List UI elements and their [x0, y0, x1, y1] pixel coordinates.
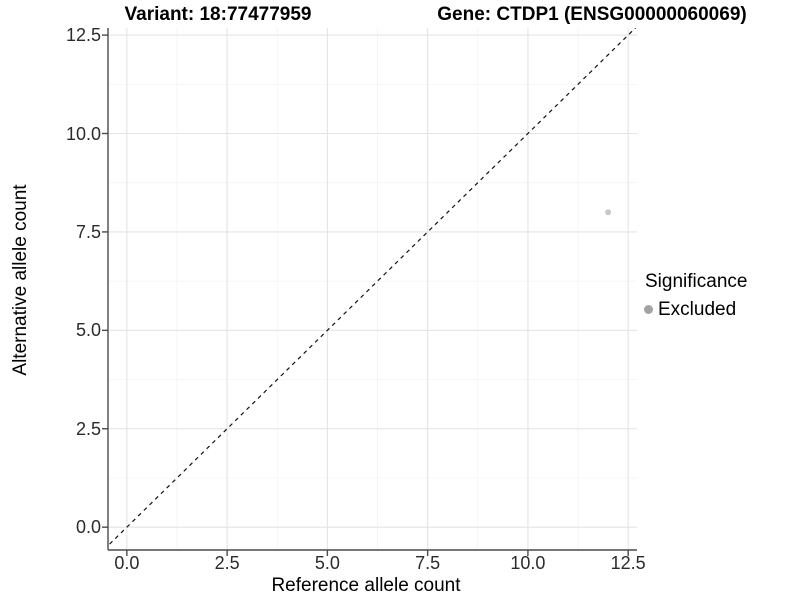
x-tick-label: 10.0 — [510, 553, 546, 573]
legend-title: Significance — [645, 271, 748, 292]
y-tick-label: 0.0 — [75, 517, 101, 538]
y-tick-label: 2.5 — [75, 418, 101, 439]
gene-title: Gene: CTDP1 (ENSG00000060069) — [437, 4, 747, 25]
data-point — [605, 209, 612, 216]
legend-item-excluded: Excluded — [644, 299, 747, 320]
legend-key-dot-icon — [644, 305, 653, 314]
y-tick-label: 10.0 — [65, 123, 101, 144]
x-axis-title: Reference allele count — [271, 575, 461, 596]
x-tick-label: 12.5 — [610, 553, 646, 573]
y-tick-label: 5.0 — [75, 320, 101, 341]
x-tick-label: 2.5 — [214, 553, 240, 573]
x-tick-label: 0.0 — [114, 553, 140, 573]
x-tick-label: 5.0 — [314, 553, 340, 573]
x-tick-label: 7.5 — [415, 553, 441, 573]
legend: Significance Excluded — [644, 271, 747, 320]
legend-item-label: Excluded — [658, 299, 737, 320]
y-tick-label: 12.5 — [65, 25, 101, 46]
y-axis-title: Alternative allele count — [10, 184, 31, 376]
variant-title: Variant: 18:77477959 — [124, 4, 312, 25]
y-tick-label: 7.5 — [75, 221, 101, 242]
